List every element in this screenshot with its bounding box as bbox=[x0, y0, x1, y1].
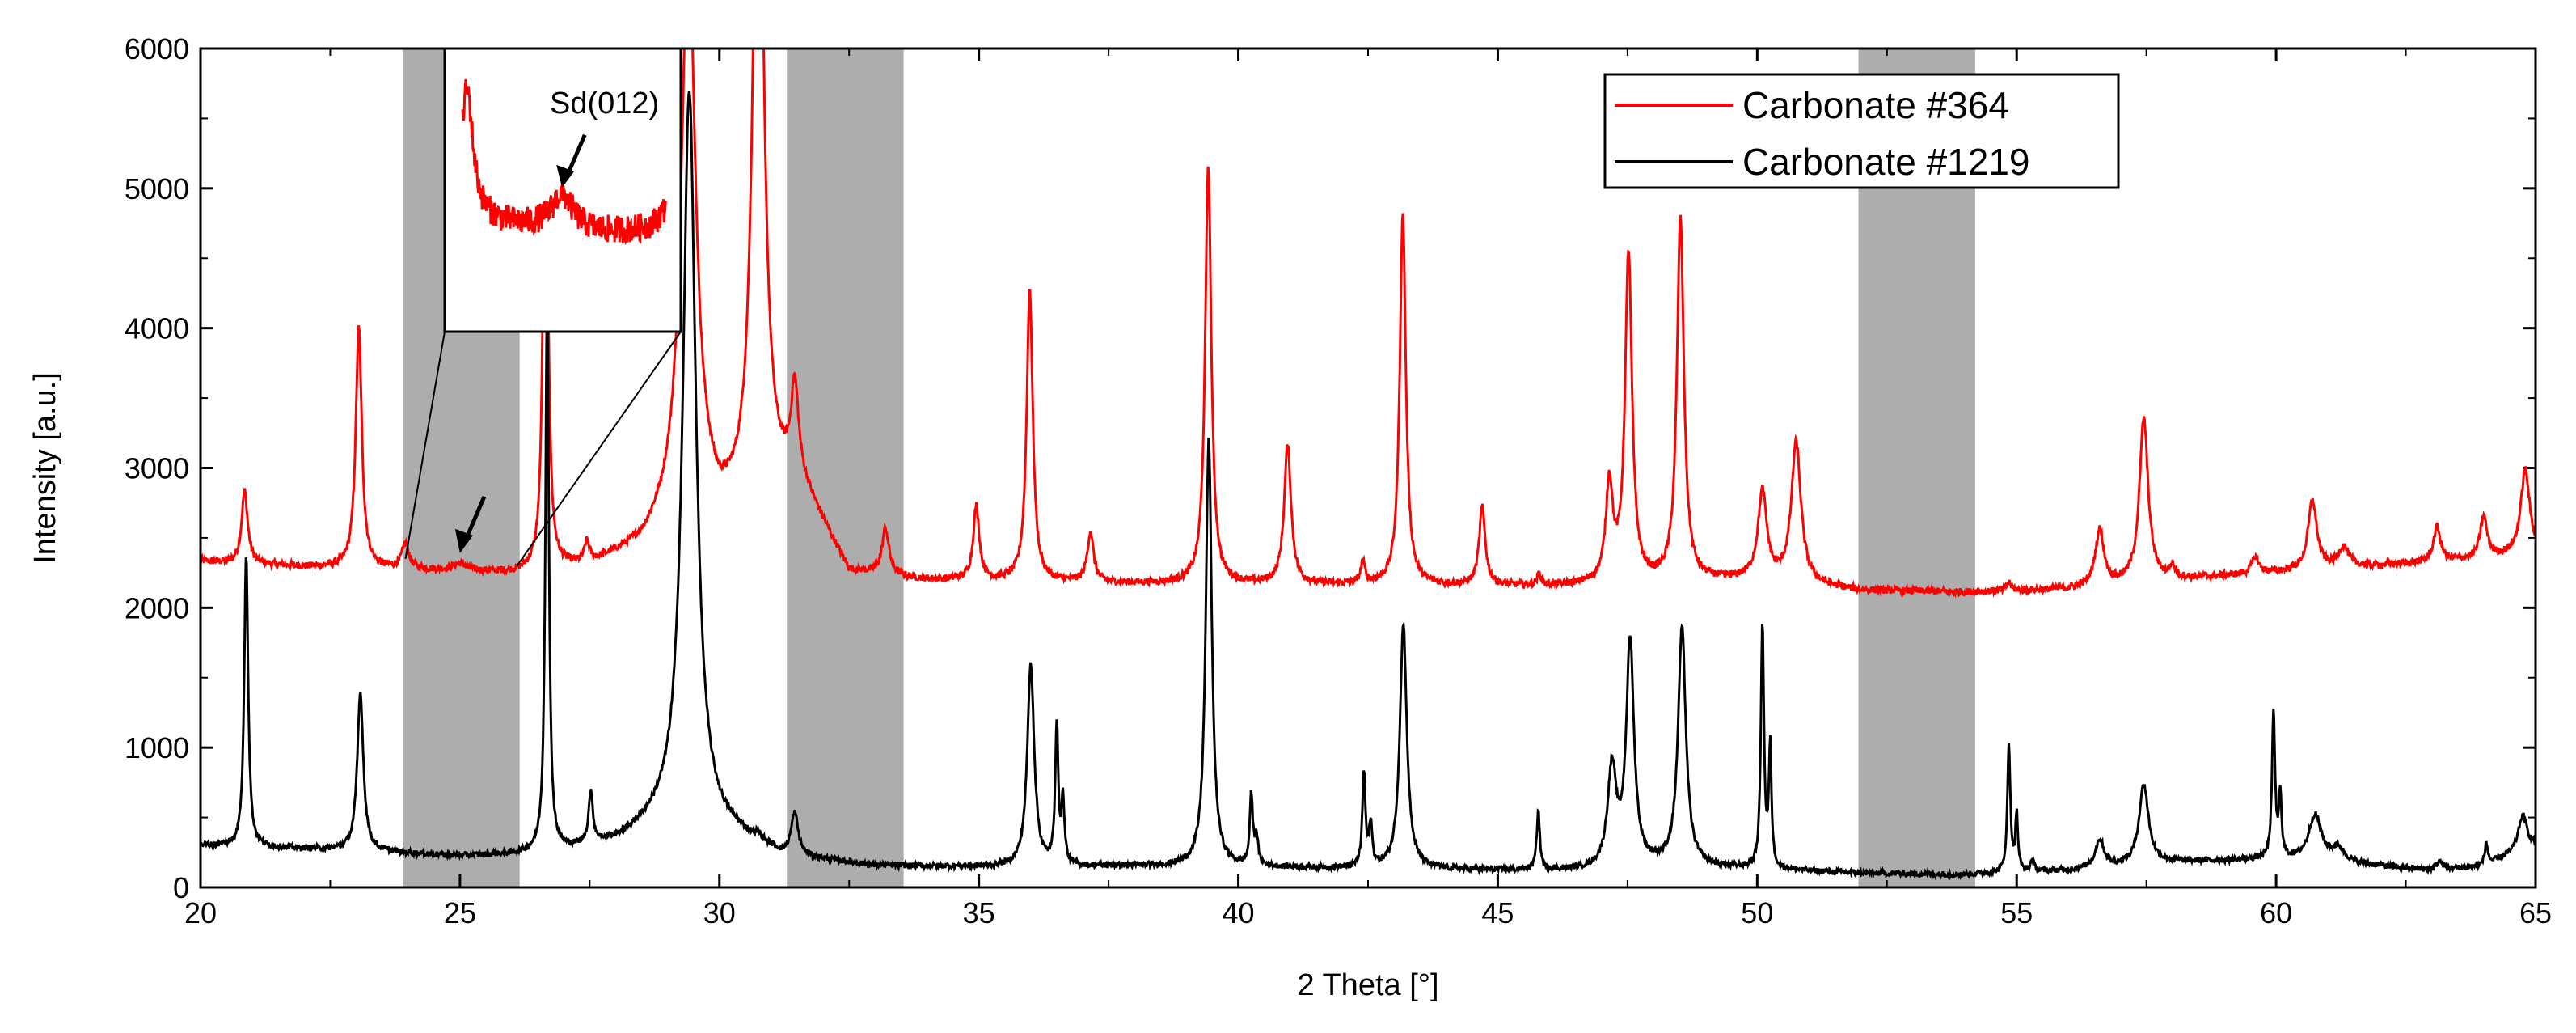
x-axis-title: 2 Theta [°] bbox=[1297, 968, 1438, 1002]
x-tick-label-45: 45 bbox=[1481, 896, 1514, 929]
y-axis-title: Intensity [a.u.] bbox=[28, 372, 62, 564]
legend-frame bbox=[1603, 73, 2120, 189]
zoom-line-left bbox=[404, 331, 446, 560]
x-tick-label-25: 25 bbox=[444, 896, 476, 929]
x-tick-label-50: 50 bbox=[1741, 896, 1773, 929]
y-tick-label-4000: 4000 bbox=[125, 312, 189, 345]
legend: Carbonate #364 Carbonate #1219 bbox=[1603, 73, 2120, 189]
x-tick-label-40: 40 bbox=[1223, 896, 1255, 929]
series-line-carbonate-1219 bbox=[201, 91, 2536, 881]
y-tick-label-3000: 3000 bbox=[125, 452, 189, 485]
inset-zoom: Sd(012) bbox=[443, 47, 682, 333]
inset-arrow-head bbox=[556, 164, 575, 188]
inset-series-line bbox=[461, 78, 667, 246]
inset-arrow-shaft bbox=[564, 133, 587, 177]
inset-annotation-arrow bbox=[556, 133, 587, 188]
x-tick-label-65: 65 bbox=[2519, 896, 2552, 929]
arrow-head bbox=[454, 528, 473, 553]
x-tick-label-20: 20 bbox=[184, 896, 217, 929]
tick-labels: 20 25 30 35 40 45 50 55 60 65 0 1000 2000 3000 4000 500… bbox=[125, 32, 2552, 929]
y-tick-label-6000: 6000 bbox=[125, 32, 189, 66]
x-tick-label-60: 60 bbox=[2260, 896, 2292, 929]
inset-annotation-label: Sd(012) bbox=[550, 87, 659, 121]
x-tick-label-30: 30 bbox=[703, 896, 736, 929]
y-tick-label-1000: 1000 bbox=[125, 731, 189, 764]
series-layer bbox=[201, 49, 2536, 881]
y-tick-label-0: 0 bbox=[173, 871, 189, 904]
zoom-line-right bbox=[516, 331, 682, 567]
inset-zoom-lines bbox=[404, 331, 682, 567]
series-line-carbonate-364 bbox=[201, 49, 2536, 599]
legend-label-carbonate-1219: Carbonate #1219 bbox=[1742, 141, 2030, 183]
sd012-pointer-arrow bbox=[454, 495, 487, 553]
legend-label-carbonate-364: Carbonate #364 bbox=[1742, 84, 2009, 126]
y-tick-label-2000: 2000 bbox=[125, 591, 189, 624]
y-tick-label-5000: 5000 bbox=[125, 172, 189, 205]
plot-frame bbox=[199, 47, 2537, 889]
x-tick-label-55: 55 bbox=[2000, 896, 2033, 929]
x-tick-label-35: 35 bbox=[963, 896, 995, 929]
